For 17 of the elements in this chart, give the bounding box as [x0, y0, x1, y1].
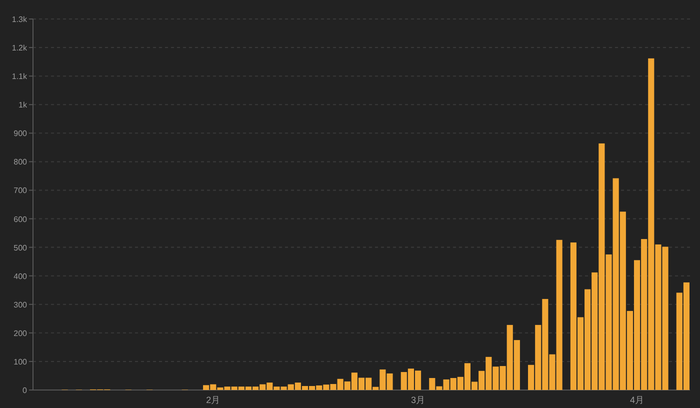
- y-tick-label: 0: [22, 386, 28, 395]
- y-tick-label: 600: [14, 214, 28, 224]
- x-tick-label: 3月: [411, 395, 426, 405]
- x-tick-label: 2月: [206, 395, 220, 405]
- y-tick-label: 500: [14, 243, 28, 252]
- y-tick-label: 400: [14, 272, 28, 281]
- y-tick-label: 800: [14, 158, 28, 167]
- y-tick-label: 700: [14, 186, 28, 196]
- y-tick-label: 100: [14, 357, 28, 366]
- y-tick-label: 200: [14, 328, 28, 338]
- y-tick-label: 1.2k: [12, 44, 28, 53]
- y-tick-label: 1.1k: [12, 72, 28, 82]
- y-tick-label: 1k: [18, 100, 28, 110]
- y-tick-label: 1.3k: [12, 15, 28, 24]
- x-tick-label: 4月: [630, 395, 644, 405]
- y-tick-label: 300: [14, 300, 28, 310]
- y-tick-label: 900: [14, 129, 28, 138]
